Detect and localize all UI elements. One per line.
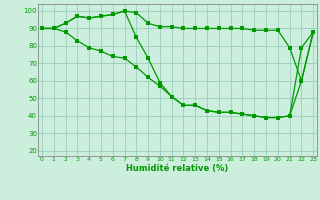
X-axis label: Humidité relative (%): Humidité relative (%) bbox=[126, 164, 229, 173]
